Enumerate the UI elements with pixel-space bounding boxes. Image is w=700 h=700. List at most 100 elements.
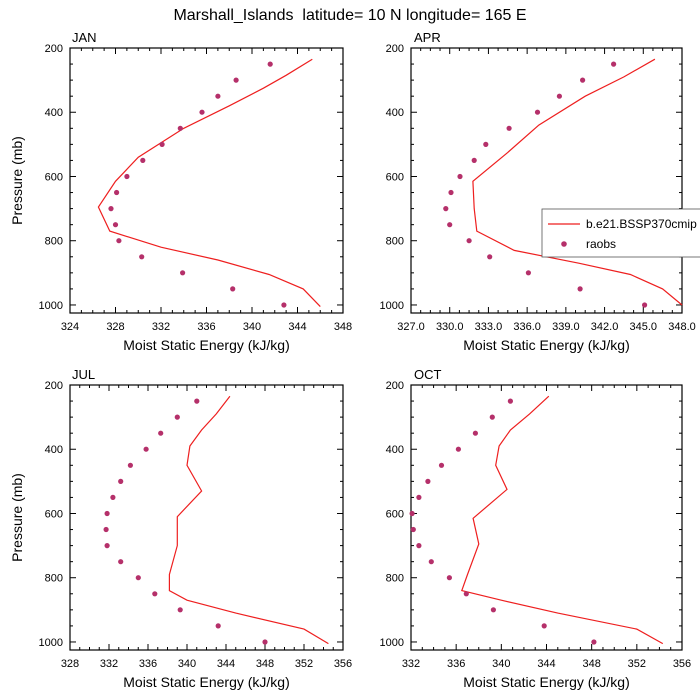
raobs-point (591, 639, 597, 645)
y-tick-label: 1000 (39, 300, 63, 312)
chart-panel-jan: JAN 324 328 332 336 340 344 348 200 400 600 800 1000… (9, 30, 352, 353)
raobs-point (541, 623, 547, 629)
x-tick-label: 356 (334, 658, 352, 670)
raobs-point (447, 222, 453, 228)
raobs-point (158, 430, 164, 436)
raobs-point (507, 398, 513, 404)
raobs-point (104, 510, 110, 517)
raobs-point (199, 109, 205, 115)
y-tick-label: 200 (386, 380, 404, 392)
raobs-point (114, 189, 120, 196)
chart-panel-apr: APR 327.0 330.0 333.0 336.0 339.0 342.0 345.0 34… (380, 30, 700, 353)
y-tick-label: 600 (45, 508, 63, 520)
y-tick-label: 400 (386, 107, 404, 119)
raobs-point (194, 398, 200, 404)
raobs-point (425, 478, 431, 484)
model-profile-line (168, 395, 329, 645)
x-tick-label: 348 (256, 658, 274, 670)
raobs-point (267, 61, 273, 67)
y-axis-title: Pressure (mb) (9, 473, 25, 562)
raobs-point (174, 414, 180, 420)
x-tick-label: 336.0 (513, 321, 541, 333)
raobs-point (472, 430, 478, 436)
x-tick-label: 328 (106, 321, 124, 333)
x-tick-label: 327.0 (397, 321, 425, 333)
raobs-point (457, 173, 463, 180)
panel-label: JAN (72, 30, 97, 45)
raobs-point (642, 302, 648, 308)
y-tick-label: 600 (386, 508, 404, 520)
raobs-point (135, 575, 141, 581)
x-tick-label: 336 (447, 658, 465, 670)
figure-title: Marshall_Islands latitude= 10 N longitud… (173, 7, 526, 24)
raobs-point (611, 61, 617, 67)
y-tick-label: 400 (386, 444, 404, 456)
raobs-point (104, 543, 110, 549)
panel-label: JUL (72, 367, 95, 382)
y-tick-label: 800 (386, 236, 404, 248)
x-tick-label: 348 (334, 321, 352, 333)
panels: JAN 324 328 332 336 340 344 348 200 400 600 800 1000… (9, 30, 700, 690)
x-axis-title: Moist Static Energy (kJ/kg) (463, 337, 630, 353)
y-tick-label: 400 (45, 107, 63, 119)
y-tick-label: 200 (45, 380, 63, 392)
raobs-point (490, 607, 496, 613)
raobs-point (108, 206, 114, 212)
panel-label: OCT (414, 367, 442, 382)
y-tick-label: 400 (45, 444, 63, 456)
raobs-point (103, 526, 109, 533)
y-tick-label: 800 (45, 573, 63, 585)
raobs-point (230, 286, 236, 292)
x-tick-label: 333.0 (475, 321, 503, 333)
x-tick-label: 332 (100, 658, 118, 670)
raobs-point (143, 446, 149, 452)
raobs-point (215, 93, 221, 99)
raobs-point (580, 77, 586, 83)
raobs-point (489, 414, 495, 420)
x-tick-label: 332 (402, 658, 420, 670)
raobs-point (116, 238, 122, 244)
raobs-point (556, 93, 563, 99)
raobs-point (409, 510, 415, 517)
raobs-point (127, 462, 133, 468)
raobs-point (281, 302, 287, 308)
raobs-point (152, 591, 158, 597)
raobs-point (233, 77, 239, 83)
x-tick-label: 332 (152, 321, 170, 333)
raobs-point (416, 494, 422, 500)
legend-obs-label: raobs (586, 237, 616, 251)
x-tick-label: 339.0 (552, 321, 580, 333)
x-axis-title: Moist Static Energy (kJ/kg) (123, 674, 290, 690)
legend-box (541, 208, 700, 258)
x-tick-label: 324 (61, 321, 79, 333)
raobs-point (443, 206, 449, 212)
x-tick-label: 345.0 (630, 321, 658, 333)
chart-panel-jul: JUL 328 332 336 340 344 348 352 356 200 400 600 800 1… (9, 367, 352, 690)
x-tick-label: 344 (217, 658, 235, 670)
raobs-point (438, 462, 445, 468)
legend-marker-swatch (561, 241, 567, 247)
x-tick-label: 352 (628, 658, 646, 670)
raobs-point (124, 173, 130, 180)
raobs-point (112, 222, 119, 228)
raobs-point (180, 270, 186, 276)
x-tick-label: 344 (288, 321, 306, 333)
raobs-point (215, 623, 221, 629)
y-axis-title: Pressure (mb) (9, 136, 25, 225)
x-tick-label: 342.0 (591, 321, 619, 333)
x-tick-label: 340 (243, 321, 261, 333)
x-tick-label: 336 (197, 321, 215, 333)
y-tick-label: 800 (386, 573, 404, 585)
raobs-point (262, 639, 268, 645)
raobs-point (455, 446, 461, 452)
x-axis-title: Moist Static Energy (kJ/kg) (123, 337, 290, 353)
raobs-point (463, 591, 469, 597)
raobs-point (159, 141, 165, 147)
y-tick-label: 1000 (380, 300, 404, 312)
raobs-point (525, 270, 532, 276)
x-tick-label: 356 (673, 658, 691, 670)
raobs-point (487, 254, 493, 260)
model-profile-line (461, 395, 664, 645)
y-tick-label: 200 (386, 43, 404, 55)
